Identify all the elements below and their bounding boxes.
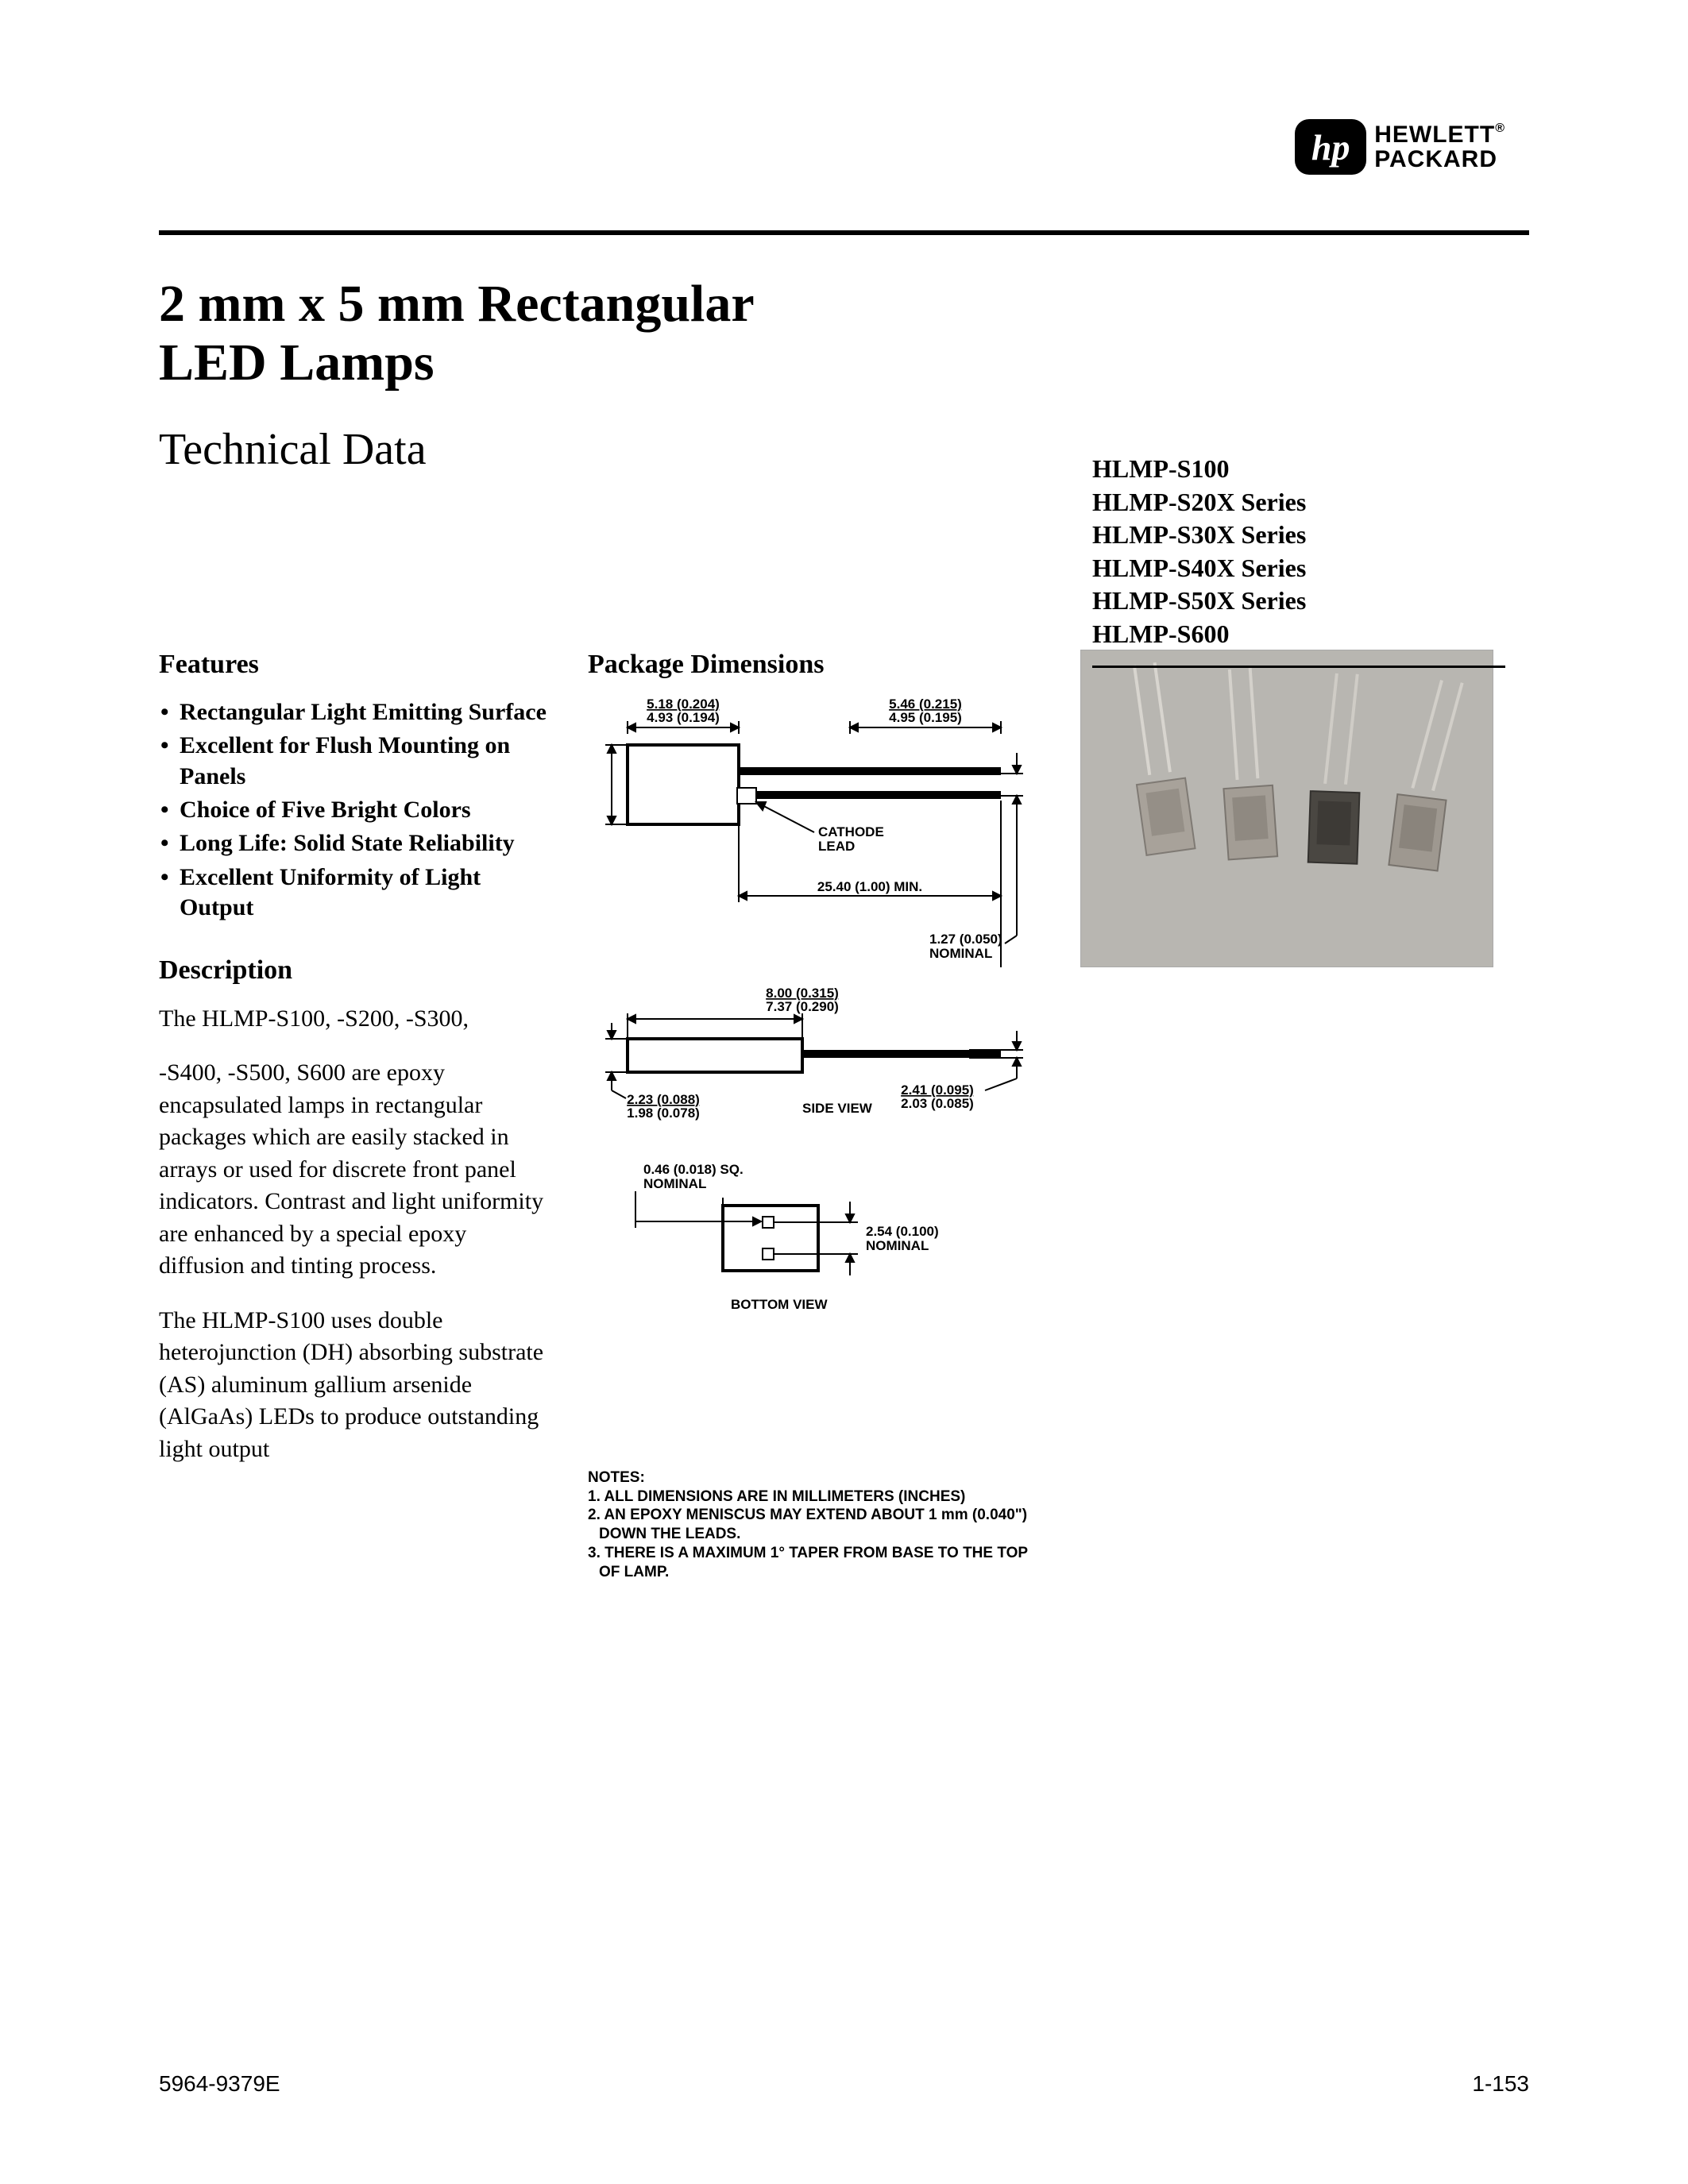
part-number: HLMP-S600 <box>1092 618 1505 651</box>
side-view-label: SIDE VIEW <box>802 1101 873 1116</box>
package-dimensions-column: Package Dimensions 5.18 (0.204) 4.93 (0.… <box>588 650 1041 1582</box>
hp-logo: hp HEWLETT® PACKARD <box>1295 119 1505 175</box>
hp-logo-wordmark: HEWLETT® PACKARD <box>1374 122 1505 172</box>
notes-heading: NOTES: <box>588 1468 1041 1488</box>
dim-side-thick-min: 1.98 (0.078) <box>627 1106 700 1121</box>
package-notes: NOTES: 1. ALL DIMENSIONS ARE IN MILLIMET… <box>588 1468 1041 1582</box>
dim-top-width2-min: 4.95 (0.195) <box>889 710 962 725</box>
package-dimensions-heading: Package Dimensions <box>588 650 1041 680</box>
description-paragraph: The HLMP-S100 uses double heterojunction… <box>159 1305 548 1466</box>
description-body: The HLMP-S100, -S200, -S300, -S400, -S50… <box>159 1003 548 1466</box>
dim-lead-sq-1: 0.46 (0.018) SQ. <box>643 1162 744 1177</box>
dim-top-width-min: 4.93 (0.194) <box>647 710 720 725</box>
description-paragraph: The HLMP-S100, -S200, -S300, <box>159 1003 548 1036</box>
feature-item: Excellent for Flush Mounting on Panels <box>159 731 548 792</box>
features-list: Rectangular Light Emitting Surface Excel… <box>159 697 548 924</box>
dim-lead-length: 25.40 (1.00) MIN. <box>817 879 922 894</box>
product-photo-column <box>1080 650 1501 971</box>
document-title: 2 mm x 5 mm Rectangular LED Lamps <box>159 275 1529 392</box>
dim-lead-thick-min: 2.03 (0.085) <box>901 1096 974 1111</box>
part-number: HLMP-S50X Series <box>1092 585 1505 618</box>
description-paragraph: -S400, -S500, S600 are epoxy encapsulate… <box>159 1057 548 1283</box>
note-item: 1. ALL DIMENSIONS ARE IN MILLIMETERS (IN… <box>588 1488 1041 1507</box>
dim-lead-sq-2: NOMINAL <box>643 1176 706 1191</box>
hp-logo-initials: hp <box>1311 126 1350 168</box>
note-item: 3. THERE IS A MAXIMUM 1° TAPER FROM BASE… <box>588 1544 1041 1582</box>
page-footer: 5964-9379E 1-153 <box>159 2071 1529 2097</box>
dim-side-height-min: 7.37 (0.290) <box>766 999 839 1014</box>
feature-item: Excellent Uniformity of Light Output <box>159 862 548 924</box>
bottom-view-label: BOTTOM VIEW <box>731 1297 828 1312</box>
part-number: HLMP-S30X Series <box>1092 519 1505 552</box>
part-list-rule <box>1092 666 1505 668</box>
dim-lead-spacing-2: NOMINAL <box>929 946 992 961</box>
dim-pitch-1: 2.54 (0.100) <box>866 1224 939 1239</box>
feature-item: Rectangular Light Emitting Surface <box>159 697 548 727</box>
features-heading: Features <box>159 650 548 680</box>
part-number: HLMP-S40X Series <box>1092 552 1505 585</box>
hp-logo-badge: hp <box>1295 119 1366 175</box>
feature-item: Choice of Five Bright Colors <box>159 795 548 825</box>
document-number: 5964-9379E <box>159 2071 280 2097</box>
cathode-label-1: CATHODE <box>818 824 884 839</box>
left-column: Features Rectangular Light Emitting Surf… <box>159 650 548 1488</box>
part-number: HLMP-S100 <box>1092 453 1505 486</box>
dim-pitch-2: NOMINAL <box>866 1238 929 1253</box>
part-number: HLMP-S20X Series <box>1092 486 1505 519</box>
product-photo <box>1080 650 1493 967</box>
cathode-label-2: LEAD <box>818 839 855 854</box>
part-number-list: HLMP-S100 HLMP-S20X Series HLMP-S30X Ser… <box>1092 453 1505 668</box>
feature-item: Long Life: Solid State Reliability <box>159 828 548 859</box>
description-heading: Description <box>159 955 548 986</box>
dim-lead-spacing-1: 1.27 (0.050) <box>929 932 1002 947</box>
page-number: 1-153 <box>1472 2071 1529 2097</box>
note-item: 2. AN EPOXY MENISCUS MAY EXTEND ABOUT 1 … <box>588 1506 1041 1544</box>
header-rule <box>159 230 1529 235</box>
package-dimensions-diagram: 5.18 (0.204) 4.93 (0.194) 5.46 (0.215) 4… <box>588 697 1033 1444</box>
